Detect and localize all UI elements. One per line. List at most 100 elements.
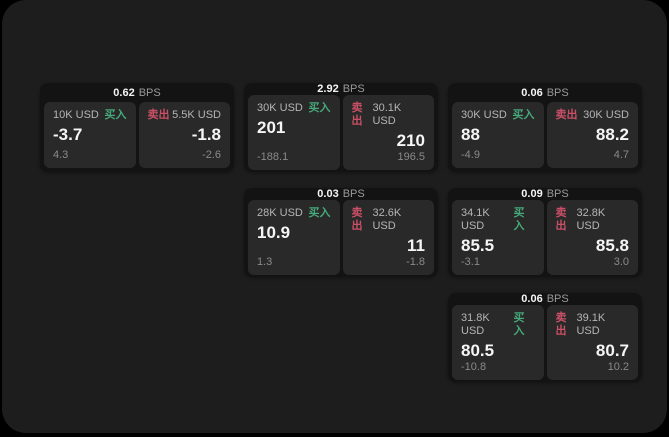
buy-tile-header: 31.8K USD 买入: [461, 312, 535, 338]
buy-price: -3.7: [53, 125, 83, 144]
buy-amount: 10K USD: [53, 109, 99, 121]
buy-tile-header: 34.1K USD 买入: [461, 207, 535, 233]
buy-tile[interactable]: 34.1K USD 买入 85.5 -3.1: [452, 200, 544, 275]
sell-side-label: 卖出: [555, 207, 567, 232]
buy-delta: -10.8: [461, 361, 487, 373]
bps-header: 2.92 BPS: [248, 83, 434, 95]
bps-value: 0.09: [521, 188, 543, 200]
buy-tile-header: 28K USD 买入: [257, 207, 331, 220]
buy-tile[interactable]: 31.8K USD 买入 80.5 -10.8: [452, 305, 544, 380]
bps-value: 2.92: [317, 83, 339, 95]
quote-card: 0.09 BPS 34.1K USD 买入 85.5 -3.1 卖出 32.8K…: [448, 188, 642, 277]
sell-tile-header: 卖出 30K USD: [556, 109, 630, 122]
sell-tile-header: 卖出 39.1K USD: [556, 312, 630, 338]
sell-price: 85.8: [595, 236, 629, 255]
bps-value: 0.62: [113, 86, 135, 99]
buy-amount: 34.1K USD: [461, 207, 490, 232]
buy-side-label: 买入: [513, 312, 525, 337]
bps-unit-label: BPS: [138, 86, 161, 99]
sell-delta: -2.6: [202, 149, 221, 161]
bps-unit-label: BPS: [342, 188, 365, 200]
buy-price: 201: [257, 118, 286, 137]
sell-amount: 32.8K USD: [576, 207, 606, 232]
bps-header: 0.62 BPS: [44, 83, 230, 102]
sell-tile[interactable]: 卖出 39.1K USD 80.7 10.2: [546, 305, 638, 380]
quotes-grid: 0.62 BPS 10K USD 买入 -3.7 4.3 卖出 5.5K USD…: [40, 83, 642, 382]
buy-delta: 1.3: [257, 256, 273, 268]
buy-tile[interactable]: 28K USD 买入 10.9 1.3: [248, 200, 340, 275]
buy-tile-header: 30K USD 买入: [461, 109, 535, 122]
sell-price: 11: [407, 236, 425, 255]
buy-delta: -4.9: [461, 149, 480, 161]
buy-tile-header: 10K USD 买入: [53, 109, 127, 122]
buy-price: 85.5: [461, 236, 495, 255]
sell-tile-header: 卖出 30.1K USD: [352, 102, 426, 128]
bps-value: 0.06: [521, 293, 543, 305]
quote-card-body: 28K USD 买入 10.9 1.3 卖出 32.6K USD 11 -1.8: [248, 200, 434, 275]
buy-amount: 30K USD: [461, 109, 507, 121]
sell-tile[interactable]: 卖出 32.8K USD 85.8 3.0: [546, 200, 638, 275]
quote-card: 0.06 BPS 30K USD 买入 88 -4.9 卖出 30K USD 8…: [448, 83, 642, 172]
quote-card: 0.06 BPS 31.8K USD 买入 80.5 -10.8 卖出 39.1…: [448, 293, 642, 382]
sell-price: 88.2: [595, 125, 629, 144]
bps-header: 0.06 BPS: [452, 293, 638, 305]
buy-price: 80.5: [461, 341, 495, 360]
buy-side-label: 买入: [308, 207, 331, 219]
buy-side-label: 买入: [513, 207, 525, 232]
sell-delta: -1.8: [406, 256, 425, 268]
sell-price: 80.7: [595, 341, 629, 360]
buy-amount: 30K USD: [257, 102, 303, 114]
sell-delta: 196.5: [397, 151, 425, 163]
buy-delta: -188.1: [257, 151, 289, 163]
buy-price: 10.9: [257, 223, 291, 242]
sell-price: 210: [396, 131, 425, 150]
sell-delta: 3.0: [613, 256, 629, 268]
quote-card-body: 30K USD 买入 88 -4.9 卖出 30K USD 88.2 4.7: [452, 102, 638, 168]
buy-amount: 31.8K USD: [461, 312, 490, 337]
buy-tile-header: 30K USD 买入: [257, 102, 331, 115]
quote-card-body: 34.1K USD 买入 85.5 -3.1 卖出 32.8K USD 85.8…: [452, 200, 638, 275]
sell-amount: 30K USD: [583, 109, 629, 121]
bps-unit-label: BPS: [546, 188, 569, 200]
buy-side-label: 买入: [512, 109, 535, 121]
buy-delta: 4.3: [53, 149, 69, 161]
buy-side-label: 买入: [104, 109, 127, 121]
sell-tile[interactable]: 卖出 5.5K USD -1.8 -2.6: [138, 102, 230, 168]
bps-unit-label: BPS: [546, 86, 569, 99]
sell-amount: 30.1K USD: [372, 102, 402, 127]
quote-card: 2.92 BPS 30K USD 买入 201 -188.1 卖出 30.1K …: [244, 83, 438, 172]
sell-tile[interactable]: 卖出 30.1K USD 210 196.5: [342, 95, 434, 170]
bps-unit-label: BPS: [546, 293, 569, 305]
buy-delta: -3.1: [461, 256, 480, 268]
quote-card-body: 10K USD 买入 -3.7 4.3 卖出 5.5K USD -1.8 -2.…: [44, 102, 230, 168]
sell-amount: 32.6K USD: [372, 207, 402, 232]
bps-header: 0.06 BPS: [452, 83, 638, 102]
buy-tile[interactable]: 30K USD 买入 201 -188.1: [248, 95, 340, 170]
bps-header: 0.09 BPS: [452, 188, 638, 200]
buy-tile[interactable]: 10K USD 买入 -3.7 4.3: [44, 102, 136, 168]
sell-tile-header: 卖出 32.6K USD: [352, 207, 426, 233]
sell-side-label: 卖出: [351, 102, 363, 127]
sell-side-label: 卖出: [555, 109, 578, 121]
quote-card: 0.03 BPS 28K USD 买入 10.9 1.3 卖出 32.6K US…: [244, 188, 438, 277]
bps-header: 0.03 BPS: [248, 188, 434, 200]
sell-tile[interactable]: 卖出 32.6K USD 11 -1.8: [342, 200, 434, 275]
quote-card-body: 31.8K USD 买入 80.5 -10.8 卖出 39.1K USD 80.…: [452, 305, 638, 380]
sell-amount: 5.5K USD: [172, 109, 221, 121]
sell-price: -1.8: [191, 125, 221, 144]
sell-side-label: 卖出: [351, 207, 363, 232]
bps-unit-label: BPS: [342, 83, 365, 95]
buy-tile[interactable]: 30K USD 买入 88 -4.9: [452, 102, 544, 168]
sell-tile[interactable]: 卖出 30K USD 88.2 4.7: [546, 102, 638, 168]
sell-tile-header: 卖出 32.8K USD: [556, 207, 630, 233]
sell-side-label: 卖出: [147, 109, 170, 121]
bps-value: 0.06: [521, 86, 543, 99]
sell-side-label: 卖出: [555, 312, 567, 337]
sell-delta: 10.2: [607, 361, 629, 373]
buy-price: 88: [461, 125, 480, 144]
sell-delta: 4.7: [613, 149, 629, 161]
bps-value: 0.03: [317, 188, 339, 200]
sell-amount: 39.1K USD: [576, 312, 606, 337]
sell-tile-header: 卖出 5.5K USD: [148, 109, 222, 122]
